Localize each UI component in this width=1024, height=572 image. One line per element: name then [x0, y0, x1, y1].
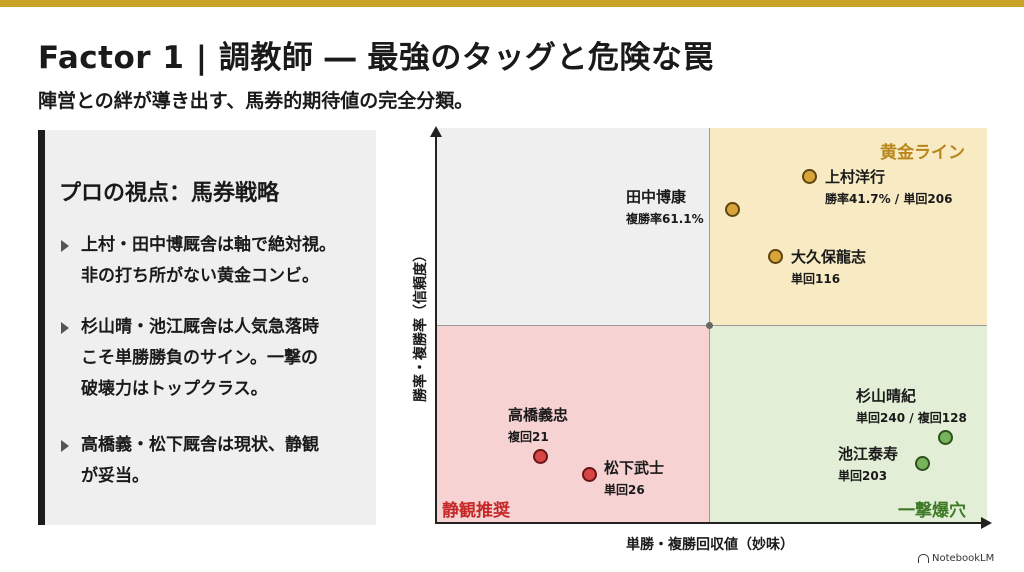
notebook-logo-icon	[918, 553, 929, 563]
point-label: 杉山晴紀	[856, 387, 917, 405]
bullet-line: こそ単勝勝負のサイン。一撃の	[81, 348, 318, 368]
point-stat: 単回116	[791, 272, 841, 286]
quadrant-bottom-right	[709, 325, 987, 523]
quadrant-top-left	[436, 128, 709, 325]
bullet-line: 非の打ち所がない黄金コンビ。	[81, 266, 319, 286]
page-subtitle: 陣営との絆が導き出す、馬券的期待値の完全分類。	[38, 90, 474, 112]
bullet-line: 高橋義・松下厩舎は現状、静観	[81, 435, 319, 455]
point-label: 池江泰寿	[838, 445, 899, 463]
bullet-line: 上村・田中博厩舎は軸で絶対視。	[81, 235, 336, 255]
quadrant-center-dot	[706, 322, 713, 329]
data-point	[802, 169, 817, 184]
x-axis	[435, 522, 981, 524]
quadrant-bottom-left	[436, 325, 709, 523]
x-axis-label: 単勝・複勝回収値（妙味）	[626, 537, 794, 553]
point-label: 大久保龍志	[791, 248, 867, 266]
brand-label: NotebookLM	[932, 553, 995, 564]
zone-label-golden-line: 黄金ライン	[880, 143, 965, 163]
panel-heading: プロの視点：馬券戦略	[59, 181, 280, 206]
data-point	[533, 449, 548, 464]
point-label: 田中博康	[626, 188, 687, 206]
y-axis	[435, 134, 437, 524]
point-stat: 複回21	[508, 430, 549, 444]
quadrant-top-right	[709, 128, 987, 325]
bullet-item: 上村・田中博厩舎は軸で絶対視。 非の打ち所がない黄金コンビ。	[61, 230, 336, 292]
zone-label-wait-and-see: 静観推奨	[442, 501, 510, 521]
point-label: 松下武士	[604, 459, 665, 477]
bullet-line: が妥当。	[81, 466, 149, 486]
point-label: 上村洋行	[825, 168, 886, 186]
brand-watermark: NotebookLM	[918, 553, 994, 564]
page-title: Factor 1 | 調教師 ― 最強のタッグと危険な罠	[38, 40, 714, 76]
data-point	[582, 467, 597, 482]
point-stat: 単回26	[604, 483, 645, 497]
y-axis-arrow-icon	[430, 126, 442, 137]
bullet-line: 破壊力はトップクラス。	[81, 379, 268, 399]
bullet-item: 高橋義・松下厩舎は現状、静観 が妥当。	[61, 430, 319, 492]
zone-label-longshot: 一撃爆穴	[898, 501, 966, 521]
data-point	[768, 249, 783, 264]
bullet-arrow-icon	[61, 440, 69, 452]
x-axis-arrow-icon	[981, 517, 992, 529]
y-axis-label: 勝率・複勝率（信頼度）	[413, 248, 429, 402]
data-point	[725, 202, 740, 217]
point-label: 高橋義忠	[508, 406, 569, 424]
data-point	[938, 430, 953, 445]
point-stat: 勝率41.7% / 単回206	[825, 192, 953, 206]
data-point	[915, 456, 930, 471]
bullet-arrow-icon	[61, 240, 69, 252]
point-stat: 複勝率61.1%	[626, 212, 704, 226]
bullet-arrow-icon	[61, 322, 69, 334]
bullet-item: 杉山晴・池江厩舎は人気急落時 こそ単勝勝負のサイン。一撃の 破壊力はトップクラス…	[61, 312, 319, 405]
strategy-panel: プロの視点：馬券戦略 上村・田中博厩舎は軸で絶対視。 非の打ち所がない黄金コンビ…	[38, 130, 376, 525]
point-stat: 単回240 / 複回128	[856, 411, 967, 425]
top-accent-bar	[0, 0, 1024, 7]
bullet-line: 杉山晴・池江厩舎は人気急落時	[81, 317, 319, 337]
point-stat: 単回203	[838, 469, 888, 483]
